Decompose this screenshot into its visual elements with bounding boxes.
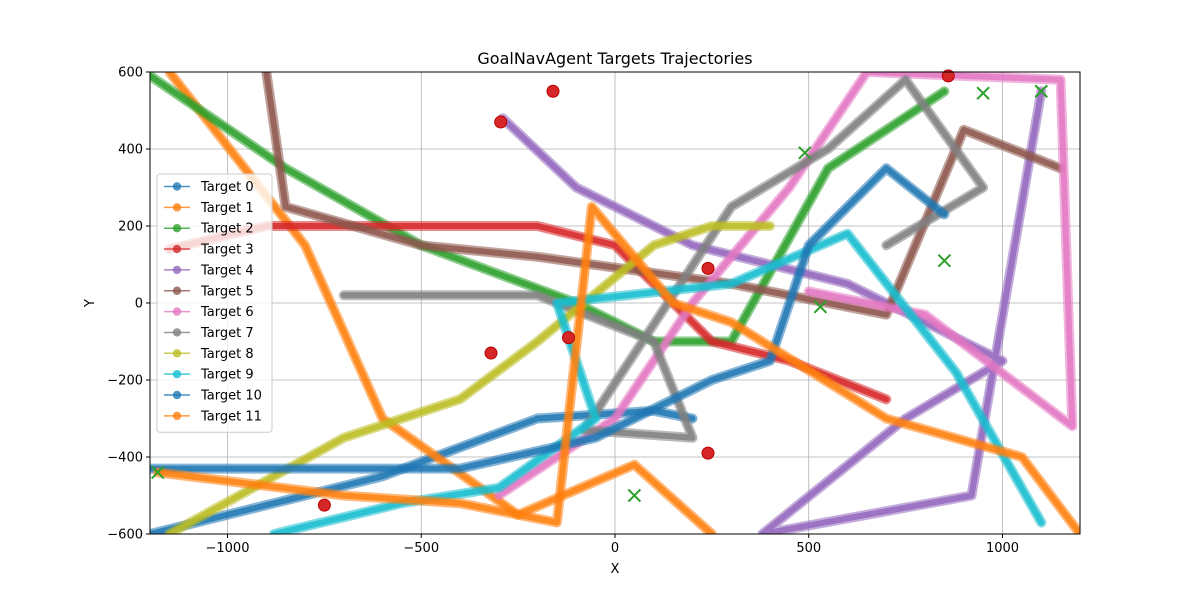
legend-entry: Target 7 bbox=[164, 326, 254, 341]
legend-label: Target 1 bbox=[200, 201, 254, 216]
series-group bbox=[150, 72, 1080, 534]
x-tick-label: −1000 bbox=[206, 541, 250, 556]
legend-label: Target 10 bbox=[200, 389, 262, 404]
legend-entry: Target 5 bbox=[164, 284, 254, 299]
legend-entry: Target 1 bbox=[164, 201, 254, 216]
legend-label: Target 3 bbox=[200, 243, 254, 258]
start-marker bbox=[701, 446, 715, 460]
legend-entry: Target 9 bbox=[164, 368, 254, 383]
legend-label: Target 9 bbox=[200, 368, 254, 383]
legend-label: Target 5 bbox=[200, 284, 254, 299]
legend-label: Target 0 bbox=[200, 180, 254, 195]
series-core-target-5 bbox=[263, 72, 1064, 318]
y-tick-label: −600 bbox=[107, 528, 143, 543]
legend: Target 0 Target 1 Target 2 Target 3 Target 4… bbox=[156, 173, 273, 433]
series-core-target-7 bbox=[340, 76, 987, 441]
x-tick-label: −500 bbox=[403, 541, 439, 556]
y-tick-label: 200 bbox=[118, 220, 143, 235]
y-tick-label: −400 bbox=[107, 451, 143, 466]
legend-entry: Target 3 bbox=[164, 243, 254, 258]
legend-entry: Target 2 bbox=[164, 222, 254, 237]
legend-label: Target 7 bbox=[200, 326, 254, 341]
legend-box bbox=[156, 173, 273, 433]
end-marker bbox=[813, 300, 828, 314]
y-tick-label: −200 bbox=[107, 374, 143, 389]
start-marker bbox=[941, 69, 955, 83]
chart-title: GoalNavAgent Targets Trajectories bbox=[477, 49, 752, 68]
y-tick-label: 400 bbox=[118, 143, 143, 158]
start-marker bbox=[701, 261, 715, 275]
x-tick-label: 1000 bbox=[986, 541, 1019, 556]
end-marker bbox=[937, 253, 952, 268]
legend-label: Target 8 bbox=[200, 347, 254, 362]
legend-label: Target 4 bbox=[200, 263, 254, 278]
start-marker bbox=[562, 331, 575, 345]
y-axis-label: Y bbox=[83, 299, 98, 308]
end-marker bbox=[976, 86, 990, 100]
legend-label: Target 11 bbox=[200, 409, 262, 424]
legend-entry: Target 10 bbox=[164, 389, 262, 404]
series-core-target-11 bbox=[154, 203, 1080, 534]
marker-group bbox=[151, 69, 1048, 512]
legend-label: Target 6 bbox=[200, 305, 254, 320]
series-core-target-6 bbox=[495, 72, 1076, 499]
x-axis-label: X bbox=[611, 562, 620, 577]
y-tick-label: 600 bbox=[118, 66, 143, 81]
legend-entry: Target 11 bbox=[164, 409, 262, 424]
x-tick-label: 500 bbox=[796, 541, 821, 556]
start-marker bbox=[494, 115, 508, 129]
legend-entry: Target 6 bbox=[164, 305, 254, 320]
legend-label: Target 2 bbox=[200, 222, 254, 237]
series-core-target-10 bbox=[150, 165, 948, 472]
series-core-target-3 bbox=[166, 223, 890, 403]
end-marker bbox=[627, 488, 642, 503]
series-core-target-4 bbox=[499, 88, 1045, 534]
end-marker bbox=[1034, 84, 1048, 98]
x-tick-label: 0 bbox=[611, 541, 619, 556]
y-tick-label: 0 bbox=[135, 297, 143, 312]
start-marker bbox=[546, 84, 560, 98]
end-marker bbox=[151, 465, 165, 480]
start-marker bbox=[484, 346, 498, 360]
start-marker bbox=[317, 498, 331, 512]
axis-ticks: −1000 −500 0 500 1000 −600 −400 −200 0 200 400 600 bbox=[107, 66, 1019, 557]
legend-entry: Target 0 bbox=[164, 180, 254, 195]
series-core-target-8 bbox=[166, 223, 773, 534]
end-marker bbox=[798, 146, 812, 160]
legend-entry: Target 4 bbox=[164, 263, 254, 278]
legend-entry: Target 8 bbox=[164, 347, 254, 362]
